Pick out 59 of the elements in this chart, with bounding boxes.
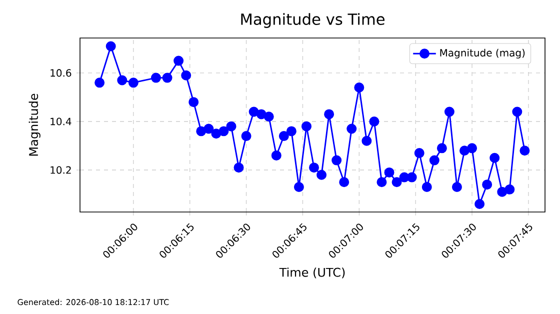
point [278,131,289,142]
x-axis-title: Time (UTC) [279,268,345,278]
point [264,112,274,122]
point [286,126,296,136]
point [181,70,192,80]
y-axis-title: Magnitude [28,94,40,156]
point [226,121,236,132]
chart-title: Magnitude vs Time [241,13,384,28]
point [406,172,417,182]
legend-label: Magnitude (mag) [440,48,525,58]
point [271,150,282,160]
point [218,126,229,136]
point [294,182,304,192]
point [162,72,172,83]
point [482,180,492,190]
point [316,170,327,180]
point [362,136,372,146]
point [196,126,206,136]
point [467,143,478,154]
point [188,97,199,108]
point [346,124,357,134]
point [332,155,342,166]
y-tick-label: 10.6 [50,69,72,77]
point [241,131,252,142]
point [452,182,462,192]
point [504,184,515,194]
point [204,124,214,134]
point [106,41,116,52]
point [150,72,161,83]
point [436,143,447,154]
point [414,148,424,158]
point [422,182,432,192]
text: Generated: 2026-08-10 18:12:17 UTC [18,298,169,306]
point [376,177,387,188]
point [117,75,128,86]
point [459,146,470,156]
point [354,82,364,93]
point [520,146,530,156]
point [94,78,105,88]
y-tick-label: 10.2 [50,166,71,174]
point [384,167,394,178]
point [392,177,402,188]
point [309,162,320,173]
point [174,56,184,66]
point [324,109,334,120]
point [490,152,500,163]
point [301,121,312,132]
point [369,116,380,126]
point [497,186,508,197]
point [474,198,485,209]
point [234,162,244,173]
point [429,155,440,166]
point [248,106,259,117]
point [339,177,350,188]
point [512,106,522,117]
point [444,106,454,117]
point [128,78,138,88]
point [211,128,222,139]
y-tick-label: 10.4 [50,118,72,126]
